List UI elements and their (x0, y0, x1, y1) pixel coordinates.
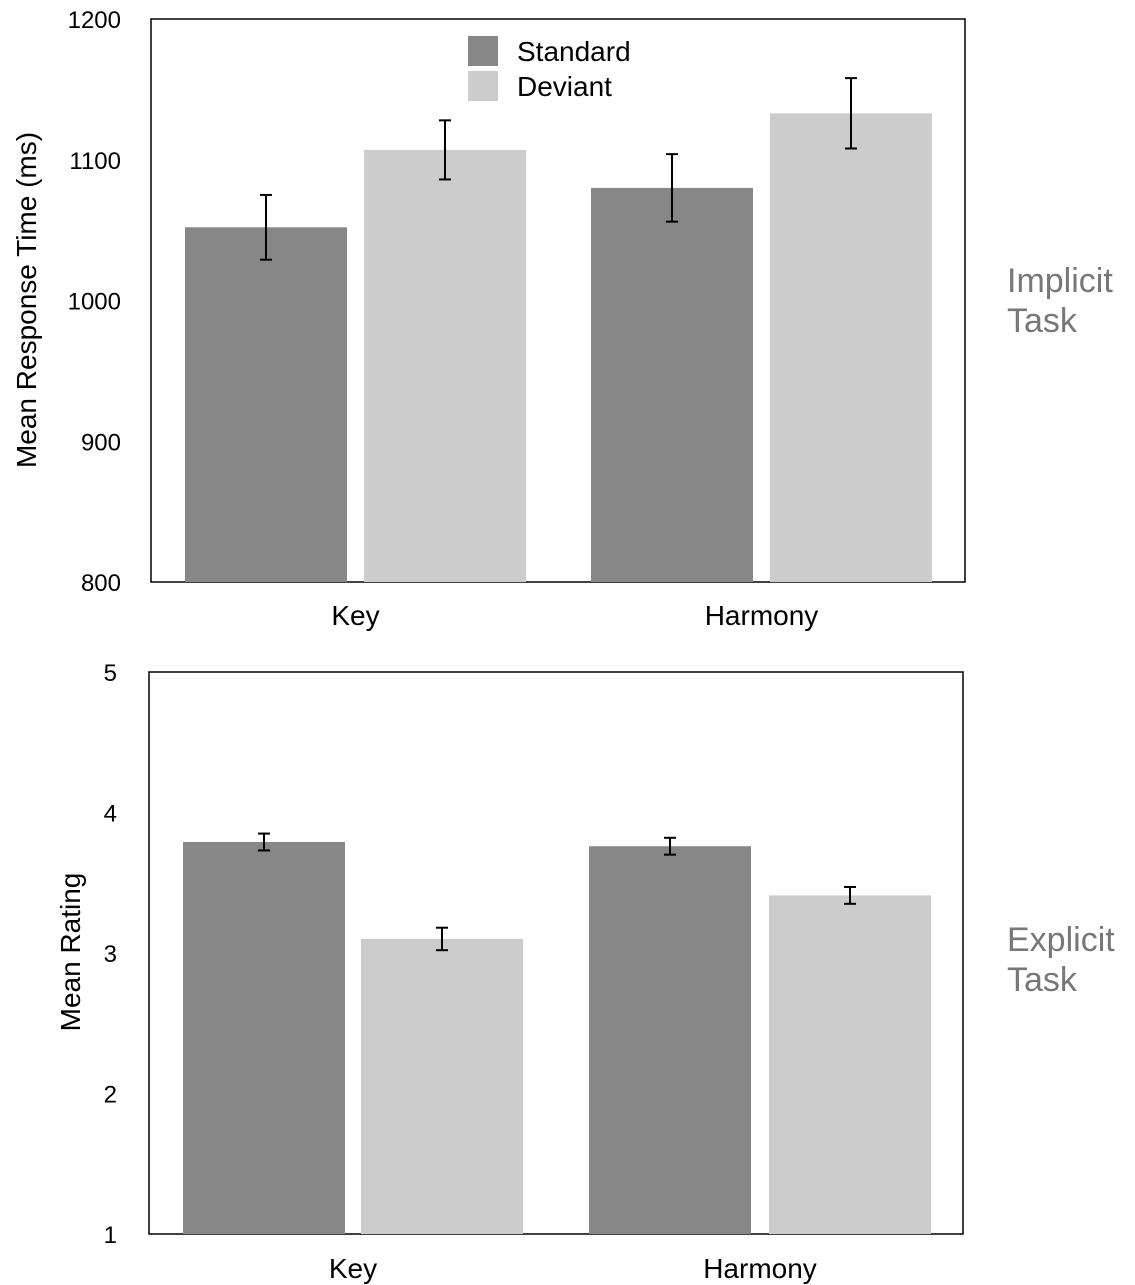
legend: Standard Deviant (468, 36, 631, 102)
error-bar-harmony-standard (664, 836, 676, 856)
bar-key-deviant (361, 938, 523, 1234)
y-tick-label: 1100 (69, 148, 121, 175)
y-tick-label: 4 (104, 801, 117, 828)
legend-swatch-deviant (468, 71, 498, 101)
category-labels: Key Harmony (331, 600, 818, 631)
y-tick-labels: 1 2 3 4 5 (104, 660, 117, 1249)
bar-marks (185, 77, 932, 583)
y-axis-label: Mean Rating (55, 873, 86, 1032)
error-bar-key-standard (260, 193, 272, 261)
y-tick-label: 800 (81, 570, 121, 597)
error-bar-key-deviant (439, 119, 451, 181)
legend-label-deviant: Deviant (517, 71, 612, 102)
side-label-task-bottom: Task (1007, 961, 1078, 999)
category-label-harmony: Harmony (703, 1253, 817, 1284)
error-bar-harmony-deviant (845, 77, 857, 150)
bar-harmony-standard (591, 187, 753, 582)
bar-key-deviant (364, 149, 526, 582)
y-tick-label: 2 (104, 1082, 117, 1109)
side-label-explicit: Explicit (1007, 921, 1115, 959)
error-bar-harmony-standard (666, 153, 678, 223)
y-tick-label: 3 (104, 941, 117, 968)
y-tick-label: 5 (104, 660, 117, 687)
bar-marks (183, 832, 931, 1234)
plot-frame (150, 18, 966, 583)
category-label-harmony: Harmony (705, 600, 819, 631)
y-tick-label: 1000 (68, 289, 121, 316)
bar-harmony-deviant (770, 113, 932, 583)
y-axis-label: Mean Response Time (ms) (11, 132, 42, 468)
bar-harmony-deviant (769, 895, 931, 1234)
response-time-chart: 800 900 1000 1100 1200 Key Harmony Mean Respo… (11, 7, 1113, 631)
legend-label-standard: Standard (517, 36, 631, 67)
bar-harmony-standard (589, 846, 751, 1234)
category-labels: Key Harmony (329, 1253, 817, 1284)
y-tick-label: 1 (104, 1222, 117, 1249)
side-label-implicit: Implicit (1007, 262, 1113, 300)
bar-key-standard (183, 842, 345, 1234)
y-tick-label: 1200 (68, 7, 121, 34)
rating-chart: 1 2 3 4 5 Key Harmony Mean Rating Explicit Ta… (55, 660, 1115, 1284)
plot-frame (148, 671, 964, 1235)
legend-swatch-standard (468, 36, 498, 66)
y-tick-labels: 800 900 1000 1100 1200 (68, 7, 121, 597)
category-label-key: Key (331, 600, 379, 631)
error-bar-harmony-deviant (844, 885, 856, 905)
error-bar-key-deviant (436, 926, 448, 952)
side-label-task-top: Task (1007, 302, 1078, 340)
category-label-key: Key (329, 1253, 377, 1284)
y-tick-label: 900 (81, 429, 121, 456)
bar-key-standard (185, 227, 347, 582)
error-bar-key-standard (258, 832, 270, 852)
